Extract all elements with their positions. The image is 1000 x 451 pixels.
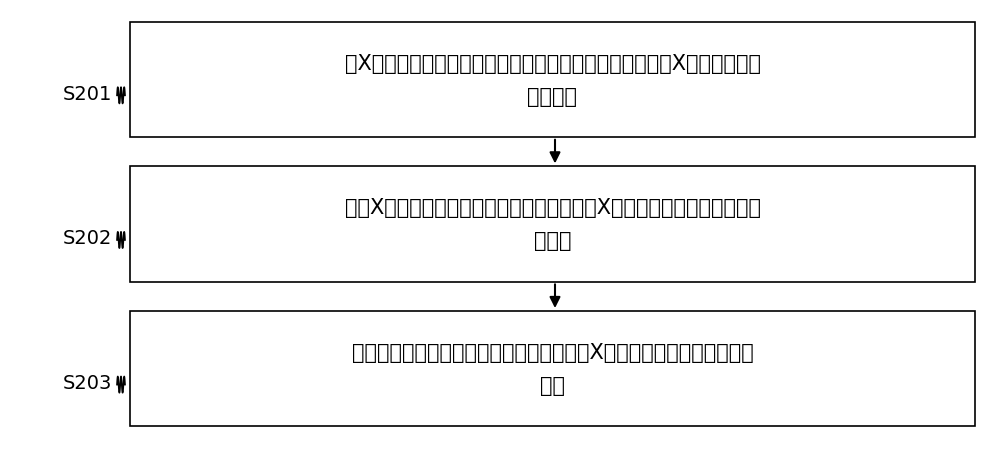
Text: 根据特征提取结果获取测量系统坐标系下的X型特征标识的中心点的二维
坐标: 根据特征提取结果获取测量系统坐标系下的X型特征标识的中心点的二维 坐标 [352,342,753,395]
Text: 基于X型角点特征的初步位置采用海森矩阵对X型特征标识进行亚像素中心
点提取: 基于X型角点特征的初步位置采用海森矩阵对X型特征标识进行亚像素中心 点提取 [344,198,761,251]
Text: S201: S201 [63,84,112,103]
Text: 对X型特征标识的图像数据进行目标初定位识别，获取多个X型角点特征的
初步位置: 对X型特征标识的图像数据进行目标初定位识别，获取多个X型角点特征的 初步位置 [344,54,761,106]
Bar [130,311,975,426]
Bar [130,23,975,138]
Bar [130,167,975,282]
Text: S203: S203 [63,373,112,392]
Text: S202: S202 [63,229,112,248]
